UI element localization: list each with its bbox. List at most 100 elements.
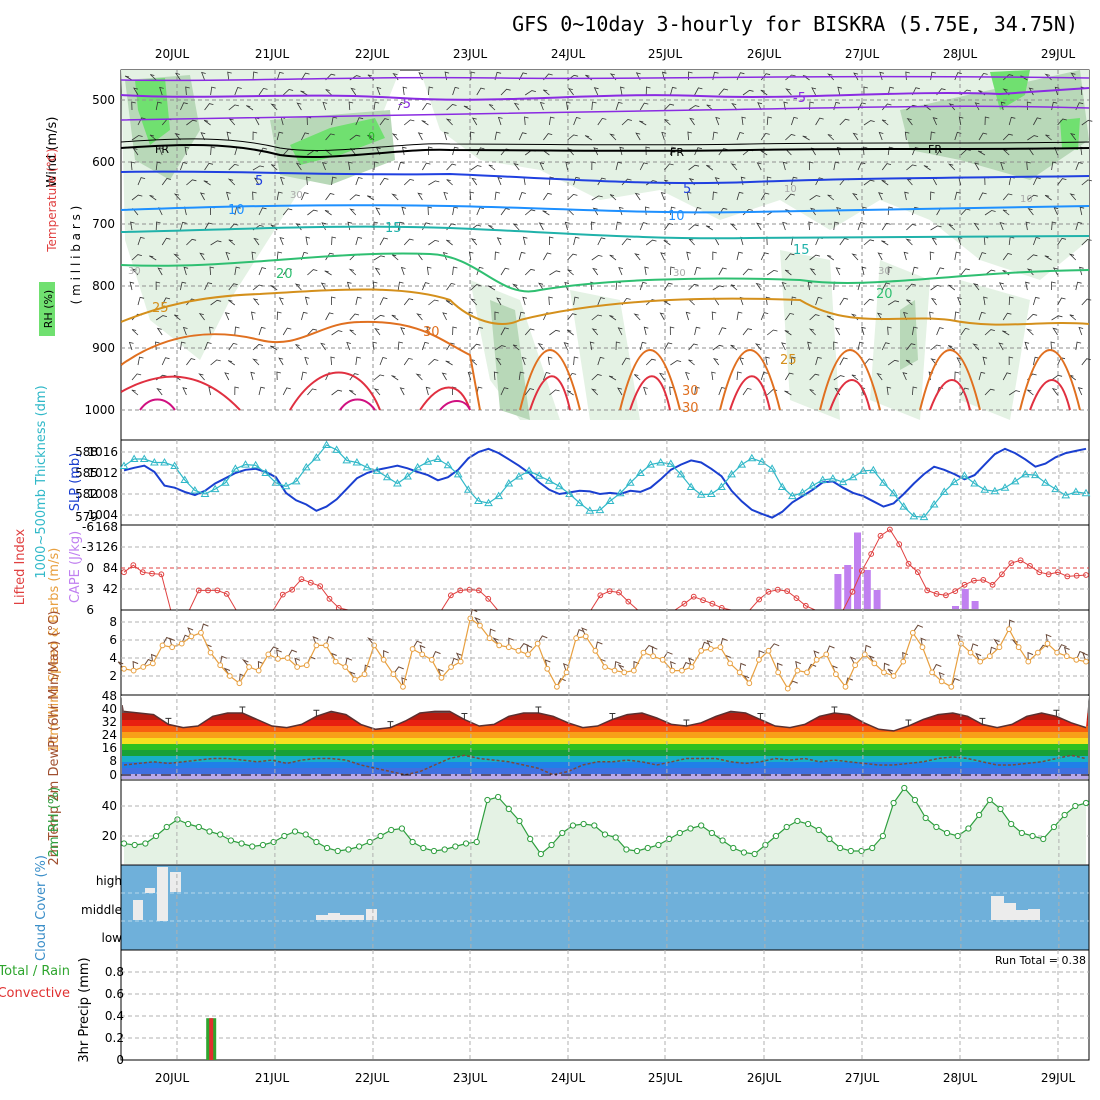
upper-wind-barb xyxy=(1044,255,1052,261)
upper-wind-barb xyxy=(903,311,908,321)
upper-wind-barb xyxy=(809,389,816,396)
rh2m-point xyxy=(954,832,961,840)
upper-wind-barb xyxy=(851,374,859,381)
upper-wind-barb xyxy=(234,266,241,276)
upper-wind-barb xyxy=(621,119,632,126)
upper-wind-barb xyxy=(427,206,433,216)
upper-wind-barb xyxy=(881,163,892,171)
upper-wind-barb xyxy=(228,342,238,351)
upper-wind-barb xyxy=(718,327,727,336)
upper-wind-barb xyxy=(468,311,473,321)
upper-wind-barb xyxy=(827,134,835,141)
upper-wind-barb xyxy=(852,132,859,141)
wind10m-point xyxy=(967,649,974,656)
wind10m-point xyxy=(823,651,830,658)
upper-wind-barb xyxy=(730,284,738,291)
upper-wind-barb xyxy=(209,266,215,276)
upper-wind-barb xyxy=(228,223,239,231)
thickness-point xyxy=(1010,476,1020,485)
upper-wind-barb xyxy=(270,285,278,291)
upper-wind-barb xyxy=(467,371,473,381)
wind10m-point xyxy=(496,642,503,649)
upper-wind-barb xyxy=(957,297,962,306)
rh2m-point xyxy=(633,847,641,855)
upper-wind-barb xyxy=(543,372,551,381)
upper-wind-barb xyxy=(324,210,332,216)
wind10m-point xyxy=(380,656,387,663)
rh-shade-area xyxy=(960,280,1030,420)
upper-wind-barb xyxy=(325,312,334,321)
upper-wind-barb xyxy=(664,163,674,171)
upper-wind-barb xyxy=(852,193,859,201)
upper-wind-barb xyxy=(549,270,561,276)
upper-wind-barb xyxy=(128,341,134,351)
wind10m-point xyxy=(323,642,329,649)
wind10m-point xyxy=(467,615,474,622)
upper-wind-barb xyxy=(442,312,448,321)
li-tick: 0 xyxy=(86,561,94,575)
upper-wind-barb xyxy=(791,116,798,126)
upper-wind-barb xyxy=(346,281,352,291)
thickness-point xyxy=(737,460,747,468)
top-date-label: 21JUL xyxy=(255,47,290,61)
upper-wind-barb xyxy=(349,208,357,216)
upper-wind-barb xyxy=(513,163,520,171)
wind10m-point xyxy=(784,685,791,692)
wind10m-barb xyxy=(993,638,1000,648)
upper-wind-barb xyxy=(307,388,317,396)
upper-wind-barb xyxy=(765,356,770,366)
upper-wind-barb xyxy=(742,208,753,216)
thickness-point xyxy=(443,460,453,469)
upper-wind-barb xyxy=(664,223,674,231)
lifted-index-point xyxy=(289,586,296,593)
upper-wind-barb xyxy=(252,71,258,81)
thickness-point xyxy=(686,482,696,490)
upper-wind-barb xyxy=(1068,253,1077,261)
thickness-point xyxy=(666,459,676,467)
rh2m-point xyxy=(1061,811,1068,819)
upper-wind-barb xyxy=(276,311,282,321)
upper-wind-barb xyxy=(422,162,431,171)
upper-wind-barb xyxy=(978,72,988,81)
upper-wind-barb xyxy=(296,102,302,111)
upper-wind-barb xyxy=(397,341,403,351)
upper-wind-barb xyxy=(131,135,143,141)
upper-wind-barb xyxy=(833,161,840,171)
wind10m-point xyxy=(842,683,849,690)
upper-wind-barb xyxy=(783,101,788,111)
thickness-point xyxy=(312,453,321,461)
rh-contour-label: 30 xyxy=(128,266,141,277)
thickness-point xyxy=(727,469,736,478)
wind10m-barb xyxy=(651,646,658,657)
upper-wind-barb xyxy=(784,390,792,396)
upper-wind-barb xyxy=(781,282,787,291)
upper-wind-barb xyxy=(593,87,599,96)
upper-wind-barb xyxy=(500,387,509,396)
thickness-point xyxy=(200,489,210,497)
isotherm-minus5-upper-line xyxy=(121,75,1089,82)
upper-wind-barb xyxy=(597,117,607,126)
upper-wind-barb xyxy=(826,255,835,261)
rh2m-point xyxy=(142,840,149,847)
rh2m-point xyxy=(185,820,192,828)
upper-wind-barb xyxy=(1027,254,1038,261)
upper-wind-barb xyxy=(320,282,326,291)
upper-wind-barb xyxy=(760,312,769,321)
li-axes: -6 -3 0 3 6 168 126 84 42 xyxy=(82,520,118,617)
upper-wind-barb xyxy=(155,161,162,171)
upper-wind-barb xyxy=(670,360,682,366)
upper-wind-barb xyxy=(173,193,181,201)
bottom-date-label: 29JUL xyxy=(1041,1071,1076,1085)
upper-wind-barb xyxy=(282,267,292,276)
upper-wind-barb xyxy=(809,254,820,261)
wind10m-barb xyxy=(267,646,279,655)
upper-wind-barb xyxy=(161,237,171,246)
upper-wind-barb xyxy=(325,89,332,96)
upper-wind-barb xyxy=(1044,194,1052,201)
cloud-bar xyxy=(340,915,352,920)
upper-wind-barb xyxy=(331,236,337,246)
upper-wind-barb xyxy=(524,388,535,396)
upper-wind-barb xyxy=(863,86,868,96)
wind10m-barb xyxy=(1027,651,1034,662)
upper-wind-barb xyxy=(639,102,649,111)
